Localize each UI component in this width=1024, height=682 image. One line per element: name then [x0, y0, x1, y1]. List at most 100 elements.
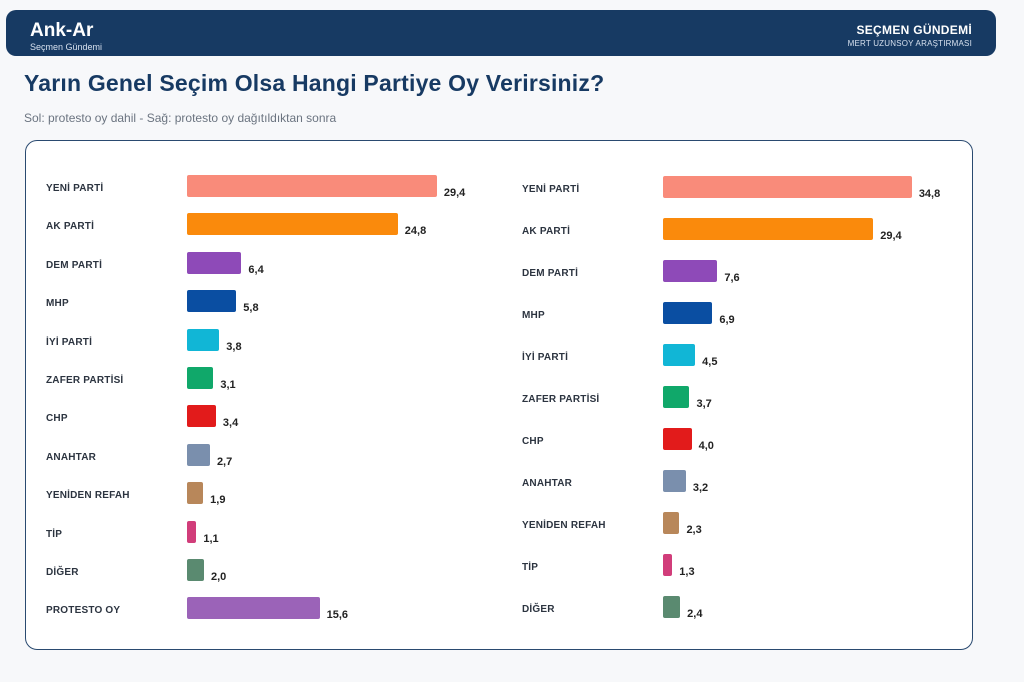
bar-row: MHP 5,8: [46, 290, 496, 328]
value-label: 15,6: [326, 609, 349, 622]
value-label: 3,4: [222, 417, 239, 430]
bar-row: DEM PARTİ 6,4: [46, 251, 496, 290]
value-label: 4,0: [698, 440, 714, 452]
bar-row: ZAFER PARTİSİ 3,7: [522, 386, 962, 424]
category-label: PROTESTO OY: [46, 605, 121, 617]
bar: [187, 559, 204, 581]
bar: [187, 597, 320, 620]
value-label: 3,7: [696, 398, 712, 410]
section-subtitle: MERT UZUNSOY ARAŞTIRMASI: [847, 39, 972, 48]
value-label: 29,4: [880, 230, 902, 242]
category-label: MHP: [46, 298, 69, 310]
value-label: 2,7: [216, 455, 233, 468]
category-label: YENİDEN REFAH: [46, 490, 130, 502]
value-label: 2,0: [211, 571, 227, 583]
value-label: 3,2: [692, 482, 709, 494]
category-label: YENİDEN REFAH: [522, 520, 606, 531]
category-label: AK PARTİ: [522, 226, 571, 237]
page-title: Yarın Genel Seçim Olsa Hangi Partiye Oy …: [24, 70, 605, 96]
bar: [187, 175, 437, 197]
section-title: SEÇMEN GÜNDEMİ: [856, 23, 972, 37]
bar: [663, 386, 690, 408]
bar-row: CHP 4,0: [522, 428, 962, 466]
bar-row: MHP 6,9: [522, 302, 962, 340]
value-label: 34,8: [918, 188, 941, 200]
value-label: 4,5: [702, 356, 718, 368]
header-bar: Ank-Ar Seçmen Gündemi SEÇMEN GÜNDEMİ MER…: [6, 10, 996, 56]
category-label: DİĞER: [522, 604, 555, 615]
bar: [663, 512, 680, 534]
bar-row: ZAFER PARTİSİ 3,1: [46, 367, 496, 405]
brand-logo-text: Ank-Ar: [30, 20, 94, 41]
category-label: MHP: [522, 310, 545, 321]
bar-row: İYİ PARTİ 3,8: [46, 328, 496, 367]
bar-row: CHP 3,4: [46, 405, 496, 443]
bar-row: DİĞER 2,4: [522, 596, 962, 634]
bar-row: DEM PARTİ 7,6: [522, 260, 962, 298]
value-label: 5,8: [243, 302, 259, 315]
bar: [663, 596, 681, 618]
value-label: 7,6: [724, 272, 740, 284]
bar: [187, 213, 398, 236]
page-subtitle: Sol: protesto oy dahil - Sağ: protesto o…: [24, 111, 337, 125]
bar: [187, 482, 204, 505]
category-label: ANAHTAR: [522, 478, 573, 489]
brand-subtitle: Seçmen Gündemi: [30, 42, 103, 52]
value-label: 3,1: [220, 379, 236, 391]
bar: [187, 367, 214, 389]
value-label: 24,8: [404, 225, 427, 238]
category-label: TİP: [46, 528, 63, 540]
bar-row: TİP 1,1: [46, 520, 496, 559]
chart-panel: YENİ PARTİ 29,4 AK PARTİ 24,8 DEM PARTİ 6,4 MH…: [25, 140, 973, 650]
category-label: DEM PARTİ: [46, 259, 103, 271]
chart-protest-distributed: YENİ PARTİ 34,8 AK PARTİ 29,4 DEM PARTİ 7,6 MH…: [522, 141, 962, 631]
bar: [187, 405, 216, 428]
category-label: ANAHTAR: [46, 451, 97, 463]
bar: [187, 520, 197, 543]
value-label: 2,3: [686, 524, 702, 536]
category-label: İYİ PARTİ: [46, 336, 93, 348]
bar-row: İYİ PARTİ 4,5: [522, 344, 962, 382]
category-label: İYİ PARTİ: [522, 352, 569, 363]
bar-row: YENİ PARTİ 29,4: [46, 175, 496, 213]
value-label: 1,9: [210, 494, 226, 507]
category-label: TİP: [522, 562, 539, 573]
bar-row: YENİ PARTİ 34,8: [522, 176, 962, 214]
value-label: 6,4: [248, 263, 264, 276]
bar-row: PROTESTO OY 15,6: [46, 597, 496, 635]
value-label: 3,8: [226, 340, 242, 353]
bar: [663, 554, 673, 576]
category-label: AK PARTİ: [46, 221, 95, 233]
bar: [663, 344, 696, 366]
bar: [663, 218, 874, 240]
category-label: DİĞER: [46, 567, 79, 578]
bar-row: YENİDEN REFAH 2,3: [522, 512, 962, 550]
bar-row: ANAHTAR 2,7: [46, 443, 496, 482]
category-label: YENİ PARTİ: [522, 184, 580, 195]
bar-row: YENİDEN REFAH 1,9: [46, 482, 496, 520]
bar: [187, 328, 220, 351]
bar-row: AK PARTİ 29,4: [522, 218, 962, 256]
bar: [187, 443, 210, 466]
bar-row: ANAHTAR 3,2: [522, 470, 962, 508]
bar: [663, 302, 713, 324]
value-label: 1,3: [679, 566, 695, 578]
value-label: 2,4: [687, 608, 703, 620]
bar-row: DİĞER 2,0: [46, 559, 496, 597]
bar: [663, 260, 718, 282]
category-label: DEM PARTİ: [522, 268, 579, 279]
bar: [663, 176, 912, 198]
bar: [663, 470, 686, 492]
bar: [187, 290, 237, 313]
category-label: CHP: [522, 436, 544, 447]
value-label: 29,4: [443, 187, 466, 199]
bar-row: TİP 1,3: [522, 554, 962, 592]
bar-row: AK PARTİ 24,8: [46, 213, 496, 251]
bar: [663, 428, 692, 450]
chart-with-protest: YENİ PARTİ 29,4 AK PARTİ 24,8 DEM PARTİ 6,4 MH…: [46, 141, 496, 631]
value-label: 1,1: [203, 532, 219, 545]
value-label: 6,9: [719, 314, 735, 326]
category-label: ZAFER PARTİSİ: [522, 394, 600, 405]
category-label: YENİ PARTİ: [46, 183, 104, 194]
category-label: CHP: [46, 413, 68, 425]
